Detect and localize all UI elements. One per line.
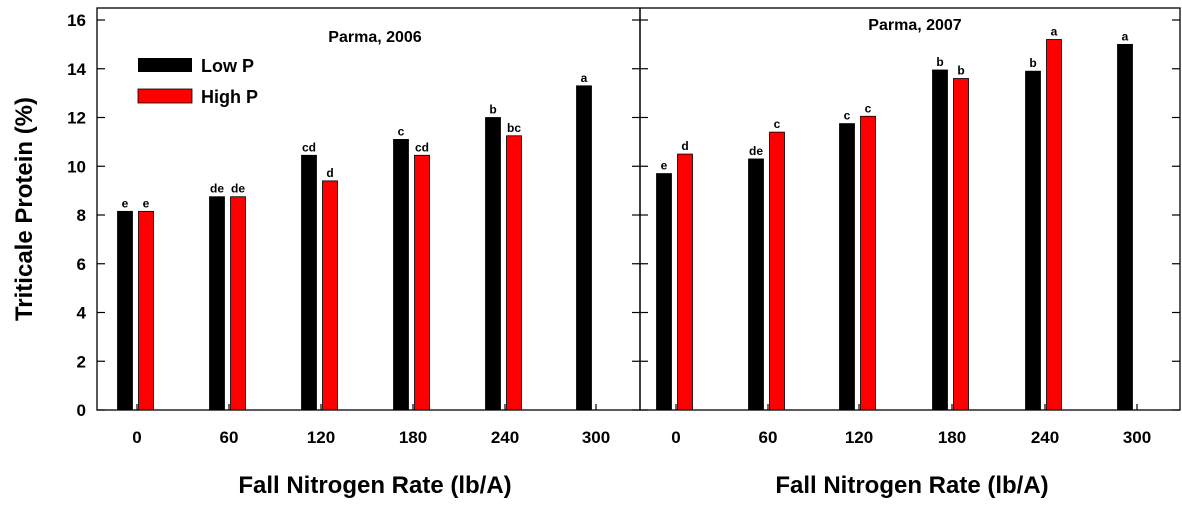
y-tick-label: 0 [77,401,86,420]
y-tick-label: 16 [67,11,86,30]
bar-panel-2-high-p [677,153,693,411]
bar-panel-1-low-p [301,154,317,411]
significance-label: de [231,182,245,196]
bar-panel-1-high-p [138,210,154,411]
x-tick-label: 60 [759,428,778,447]
bar-panel-2-low-p [932,69,948,411]
bar-panel-2-high-p [769,131,785,411]
significance-label: a [1122,29,1129,43]
legend-label-low-p: Low P [201,56,254,76]
bar-panel-1-high-p [414,154,430,411]
bar-panel-2-high-p [1046,39,1062,411]
y-tick-label: 4 [77,304,87,323]
bar-panel-1-high-p [230,196,246,411]
x-tick-label: 240 [491,428,519,447]
y-tick-label: 6 [77,255,86,274]
significance-label: b [489,103,496,117]
significance-label: a [1051,25,1058,39]
bar-panel-1-low-p [485,117,501,411]
significance-label: e [122,196,129,210]
significance-label: c [865,101,872,115]
x-tick-label: 300 [1123,428,1151,447]
significance-label: d [326,166,333,180]
bar-panel-1-low-p [209,196,225,411]
x-tick-label: 180 [938,428,966,447]
legend-swatch-low-p [138,58,192,72]
significance-label: d [681,139,688,153]
y-tick-label: 2 [77,352,86,371]
x-tick-label: 0 [132,428,141,447]
bar-panel-1-low-p [576,85,592,411]
x-tick-label: 120 [845,428,873,447]
y-tick-label: 8 [77,206,86,225]
panel-1-title: Parma, 2006 [328,29,422,46]
significance-label: b [936,55,943,69]
significance-label: c [398,124,405,138]
x-tick-label: 180 [399,428,427,447]
x-tick-label: 120 [307,428,335,447]
bar-panel-2-low-p [1025,70,1041,411]
bar-panel-1-low-p [117,210,133,411]
y-tick-label: 12 [67,109,86,128]
significance-label: a [581,71,588,85]
bar-panel-2-low-p [1117,43,1133,411]
significance-label: de [749,144,763,158]
significance-label: b [957,64,964,78]
legend-swatch-high-p [137,88,193,104]
x-tick-label: 240 [1031,428,1059,447]
panel-2-frame [639,7,1181,411]
bar-panel-2-high-p [953,78,969,411]
bar-panel-2-high-p [860,115,876,411]
bar-panel-2-low-p [839,123,855,411]
significance-label: e [143,196,150,210]
legend: Low P High P [137,56,258,107]
panel-2-title: Parma, 2007 [868,17,962,34]
significance-label: b [1029,56,1036,70]
bar-panel-2-low-p [748,158,764,411]
y-tick-label: 10 [67,157,86,176]
bar-panel-1-high-p [506,135,522,411]
bar-panel-1-high-p [322,180,338,411]
significance-label: cd [415,140,429,154]
significance-label: bc [507,121,521,135]
significance-label: e [661,159,668,173]
x-tick-label: 60 [220,428,239,447]
panel-1-x-axis-label: Fall Nitrogen Rate (lb/A) [238,472,511,499]
legend-label-high-p: High P [201,87,258,107]
significance-label: c [844,109,851,123]
significance-label: cd [302,140,316,154]
y-axis-label: Triticale Protein (%) [11,97,38,321]
significance-label: de [210,182,224,196]
bar-panel-2-low-p [656,173,672,411]
panel-2-x-axis-label: Fall Nitrogen Rate (lb/A) [775,472,1048,499]
bar-panel-1-low-p [393,139,409,411]
significance-label: c [774,117,781,131]
x-tick-label: 0 [671,428,680,447]
y-tick-label: 14 [67,60,86,79]
x-tick-label: 300 [582,428,610,447]
